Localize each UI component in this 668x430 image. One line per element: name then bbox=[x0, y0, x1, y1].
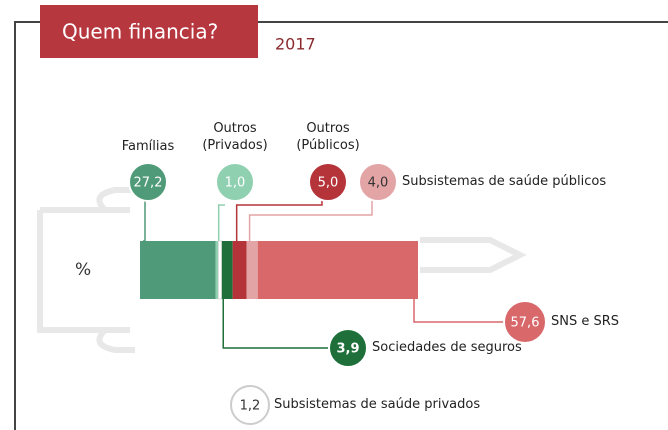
series-name: Sociedades de seguros bbox=[372, 340, 522, 355]
leader-line bbox=[217, 204, 225, 241]
bubble bbox=[358, 162, 398, 202]
bar-segment bbox=[217, 240, 223, 300]
chart-title: Quem financia? bbox=[62, 20, 218, 44]
bar-segment bbox=[215, 241, 219, 299]
leader-line bbox=[222, 299, 329, 349]
bar-segment bbox=[232, 241, 247, 299]
category-label: % bbox=[75, 260, 91, 280]
leader-line bbox=[413, 299, 506, 323]
series-name: Outros (Públicos) bbox=[296, 121, 360, 153]
bar-segment bbox=[246, 241, 258, 299]
leader-line bbox=[143, 200, 146, 242]
bubble bbox=[308, 162, 348, 202]
leader-line bbox=[248, 200, 373, 241]
bubble bbox=[128, 162, 168, 202]
bar-segment bbox=[221, 241, 233, 299]
key-outline bbox=[37, 187, 527, 353]
bar-segment bbox=[257, 241, 418, 299]
value-label: 27,2 bbox=[134, 176, 163, 191]
header-box bbox=[40, 5, 258, 58]
series-name: Subsistemas de saúde públicos bbox=[402, 174, 607, 189]
bubble bbox=[215, 162, 255, 202]
series-name: Famílias bbox=[121, 139, 175, 154]
bubble bbox=[503, 300, 547, 344]
series-name: Subsistemas de saúde privados bbox=[274, 397, 481, 412]
series-name: Outros (Privados) bbox=[202, 121, 268, 153]
value-label: 5,0 bbox=[318, 176, 339, 191]
subtitle: 2017 bbox=[275, 35, 316, 54]
bar-segment bbox=[140, 241, 216, 299]
value-label: 1,0 bbox=[225, 176, 246, 191]
value-label: 1,2 bbox=[240, 399, 261, 414]
value-label: 3,9 bbox=[336, 342, 359, 357]
leader-line bbox=[235, 200, 323, 241]
value-label: 57,6 bbox=[511, 316, 540, 331]
series-name: SNS e SRS bbox=[551, 314, 620, 329]
bubble bbox=[328, 328, 368, 368]
value-label: 4,0 bbox=[368, 176, 389, 191]
frame bbox=[14, 21, 668, 430]
bubble bbox=[230, 385, 270, 425]
